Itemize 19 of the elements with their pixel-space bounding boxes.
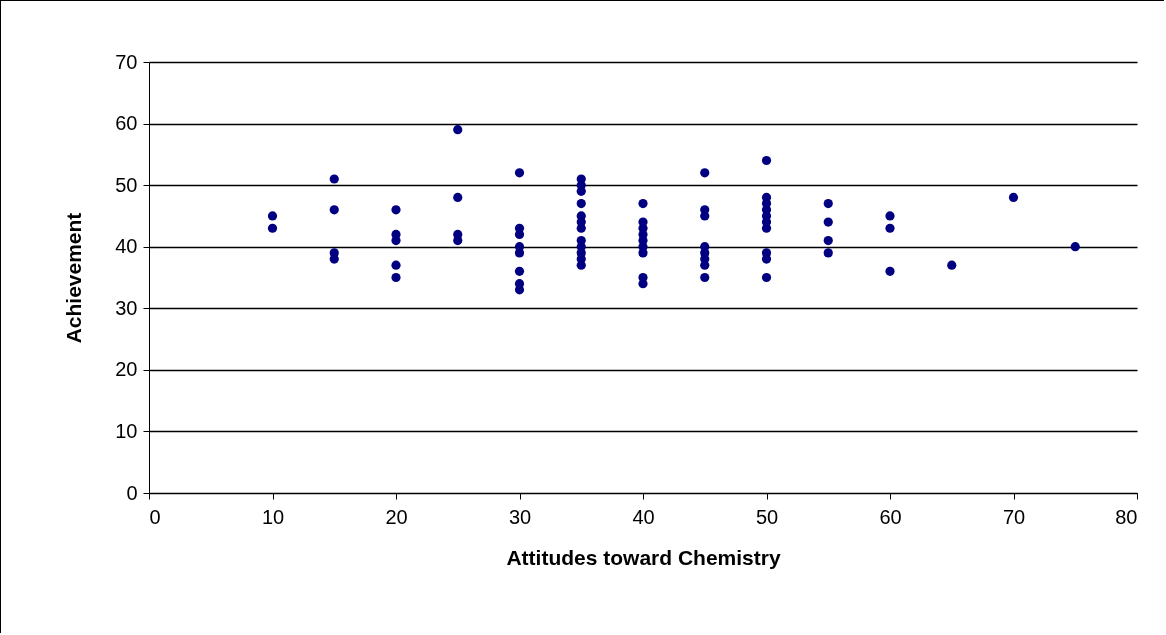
x-tick-label: 70 — [1002, 505, 1026, 528]
x-tick-label: 0 — [149, 505, 161, 528]
x-tick-label: 20 — [385, 505, 408, 528]
x-tick-label: 60 — [879, 505, 902, 528]
y-tick-label: 30 — [115, 296, 138, 319]
y-tick-label: 40 — [115, 235, 138, 258]
y-tick-label: 10 — [115, 419, 138, 442]
y-tick-label: 20 — [115, 358, 138, 381]
x-tick-label: 30 — [508, 505, 532, 528]
y-tick-label: 70 — [115, 50, 138, 73]
y-tick-label: 50 — [115, 173, 138, 196]
x-tick-label: 80 — [1115, 505, 1138, 528]
x-axis-title: Attitudes toward Chemistry — [506, 545, 781, 569]
x-tick-label: 10 — [261, 505, 285, 528]
x-tick-label: 40 — [632, 505, 655, 528]
x-tick-label: 50 — [755, 505, 779, 528]
y-axis-title: Achievement — [62, 212, 86, 344]
y-tick-label: 60 — [115, 112, 138, 135]
y-tick-label: 0 — [126, 481, 138, 504]
